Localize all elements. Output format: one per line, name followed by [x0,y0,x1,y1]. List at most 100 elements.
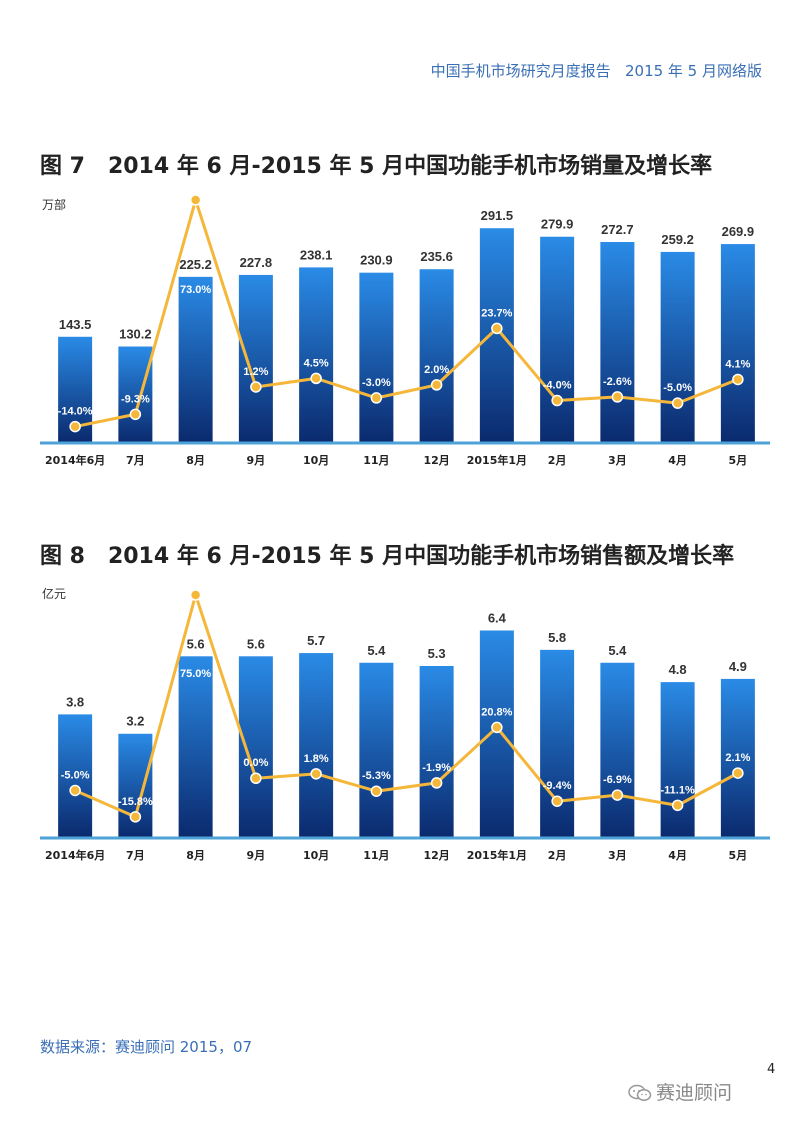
growth-point [69,784,81,797]
growth-point [671,799,684,812]
page-number: 4 [767,1062,776,1077]
bar [660,251,695,442]
growth-rate-label: -5.3% [362,770,391,782]
x-tick-label: 5月 [729,454,748,467]
bar-value-label: 225.2 [179,257,212,272]
figure-8-chart: 3.8 3.2 5.6 5.6 5.7 5.4 5.3 6.4 5.8 5.4 4.8 4.9 -5.0… [40,575,780,865]
x-tick-label: 5月 [729,849,748,862]
bar-value-label: 4.8 [669,662,687,677]
growth-point [129,811,142,823]
wechat-icon [628,1084,652,1101]
growth-point [310,768,322,780]
bar [600,242,635,442]
growth-point [430,777,443,789]
bar-value-label: 5.6 [187,636,205,651]
bar [359,272,394,442]
bar-value-label: 3.8 [66,694,84,709]
wechat-watermark: 赛迪顾问 [628,1078,732,1105]
bar-value-label: 5.4 [367,643,386,658]
bar-value-label: 235.6 [420,249,453,264]
growth-rate-label: -1.9% [422,762,451,774]
x-tick-label: 2014年6月 [45,453,105,467]
growth-point [189,194,202,206]
growth-rate-label: -15.8% [118,796,153,808]
growth-point [491,322,503,335]
bar-value-label: 5.8 [548,630,566,645]
bar [720,678,755,837]
growth-point [551,394,563,407]
growth-rate-label: -9.3% [121,393,150,405]
x-tick-label: 8月 [186,849,205,862]
growth-line [74,198,739,429]
growth-rate-label: 75.0% [180,668,211,680]
growth-point [732,767,744,779]
x-tick-label: 2015年1月 [467,453,527,467]
x-tick-label: 12月 [423,849,449,862]
growth-point [551,795,563,807]
growth-point [430,379,443,391]
growth-rate-label: -11.1% [661,784,695,796]
growth-rate-label: -2.6% [603,376,632,388]
bar-value-label: 130.2 [119,327,152,342]
bar-value-label: 3.2 [126,714,144,729]
x-tick-label: 10月 [303,454,329,467]
bar-value-label: 4.9 [729,659,747,674]
growth-rate-label: -14.0% [58,406,93,418]
bar [299,653,334,837]
growth-rate-label: -6.9% [603,774,632,786]
bar [178,656,213,837]
bar [479,630,514,837]
bar [540,236,575,442]
bar-value-label: 259.2 [661,232,694,247]
bar-value-label: 238.1 [300,247,333,262]
figure-8-unit: 亿元 [42,587,67,601]
figure-8-title: 图 8 2014 年 6 月-2015 年 5 月中国功能手机市场销售额及增长率 [40,544,735,569]
figure-7-unit: 万部 [42,198,67,212]
x-tick-label: 10月 [303,849,329,862]
growth-point [69,420,81,433]
growth-rate-label: 2.1% [725,752,750,764]
figure-7-chart: 143.5 130.2 225.2 227.8 238.1 230.9 235.6 291.5… [40,180,780,470]
x-tick-label: 11月 [363,454,389,467]
bar-value-label: 269.9 [722,224,755,239]
wechat-label: 赛迪顾问 [656,1082,733,1104]
bar-value-label: 279.9 [541,217,574,232]
bar [600,662,635,837]
growth-point [189,589,202,601]
bar-value-label: 227.8 [240,255,273,270]
growth-point [250,772,262,784]
figure-7-title: 图 7 2014 年 6 月-2015 年 5 月中国功能手机市场销量及增长率 [40,154,713,179]
bar-value-label: 5.3 [428,646,446,661]
bar-value-label: 143.5 [59,317,92,332]
growth-point [611,391,624,403]
data-source: 数据来源：赛迪顾问 2015，07 [40,1038,253,1056]
growth-point [370,785,383,797]
growth-rate-label: 20.8% [481,706,512,718]
bar-value-label: 5.7 [307,633,325,648]
bar [479,228,514,442]
bar [419,665,454,837]
growth-line [74,593,739,819]
growth-rate-label: -5.0% [61,769,90,781]
growth-point [732,373,744,386]
growth-rate-label: -9.4% [543,780,572,792]
chart-svg: 3.8 3.2 5.6 5.6 5.7 5.4 5.3 6.4 5.8 5.4 4.8 4.9 -5.0… [40,589,770,862]
x-tick-label: 2月 [548,454,567,467]
growth-rate-label: -5.0% [663,382,692,394]
bar [660,682,695,837]
growth-point [611,789,624,801]
bar [419,269,454,442]
x-tick-label: 4月 [668,454,687,467]
x-tick-label: 11月 [363,849,389,862]
growth-rate-label: 73.0% [180,284,211,296]
report-header: 中国手机市场研究月度报告 2015 年 5 月网络版 [430,62,762,80]
x-tick-label: 2015年1月 [467,848,527,862]
x-tick-label: 7月 [126,849,145,862]
growth-point [671,397,684,409]
bar-value-label: 5.6 [247,636,265,651]
x-tick-label: 2月 [548,849,567,862]
bar [118,346,153,442]
growth-rate-label: 1.8% [304,753,329,765]
growth-rate-label: 2.0% [424,364,449,376]
growth-point [250,381,262,393]
